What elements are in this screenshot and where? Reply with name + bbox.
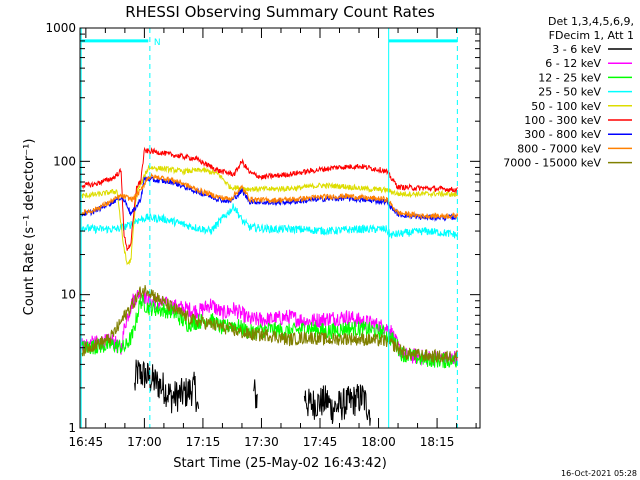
legend-label: 800 - 7000 keV [517,142,601,155]
legend-label: 25 - 50 keV [538,86,601,99]
plot-frame [79,27,481,429]
series-12-25-kev-line [81,293,459,369]
plot-data-layer [81,146,459,426]
series-3-6-kev-line-3 [303,384,371,426]
annotation-layer: N [80,28,458,428]
series-100-300-kev-line [81,146,458,251]
y-axis-label: Count Rate (s⁻¹ detector⁻¹) [22,139,37,316]
x-tick-label: 16:45 [69,435,104,449]
x-axis-label: Start Time (25-May-02 16:43:42) [173,456,387,471]
chart-title: RHESSI Observing Summary Count Rates [125,3,435,21]
night-marker-label: N [154,38,161,48]
axes-layer: 1 10 100 1000 16:45 17:00 17:15 17:30 17:45 18:00… [45,21,481,449]
legend-label: 6 - 12 keV [545,57,601,70]
legend-label: 3 - 6 keV [552,43,601,56]
y-tick-label: 10 [61,288,76,302]
legend-label: 300 - 800 keV [524,128,601,141]
x-tick-label: 18:15 [420,435,455,449]
x-tick-label: 17:15 [186,435,221,449]
x-tick-label: 17:30 [244,435,279,449]
legend-header-detectors: Det 1,3,4,5,6,9, [548,15,634,28]
series-3-6-kev-line [134,359,200,414]
series-800-7000-kev-line [81,172,459,220]
legend: Det 1,3,4,5,6,9, FDecim 1, Att 1 3 - 6 k… [503,15,634,170]
x-tick-label: 17:45 [303,435,338,449]
legend-label: 50 - 100 keV [531,100,601,113]
y-tick-label: 1000 [45,21,76,35]
series-7000-15000-kev-line [81,285,459,364]
generation-timestamp: 16-Oct-2021 05:28 [561,469,637,478]
legend-header-attenuator: FDecim 1, Att 1 [549,29,634,42]
x-tick-label: 17:00 [127,435,162,449]
y-tick-label: 1 [68,421,76,435]
x-tick-label: 18:00 [361,435,396,449]
y-tick-label: 100 [53,154,76,168]
legend-label: 100 - 300 keV [524,114,601,127]
legend-label: 12 - 25 keV [538,71,601,84]
series-3-6-kev-line-2 [253,379,258,409]
legend-label: 7000 - 15000 keV [503,157,601,170]
series-25-50-kev-line [81,203,459,239]
series-50-100-kev-line [81,164,459,266]
